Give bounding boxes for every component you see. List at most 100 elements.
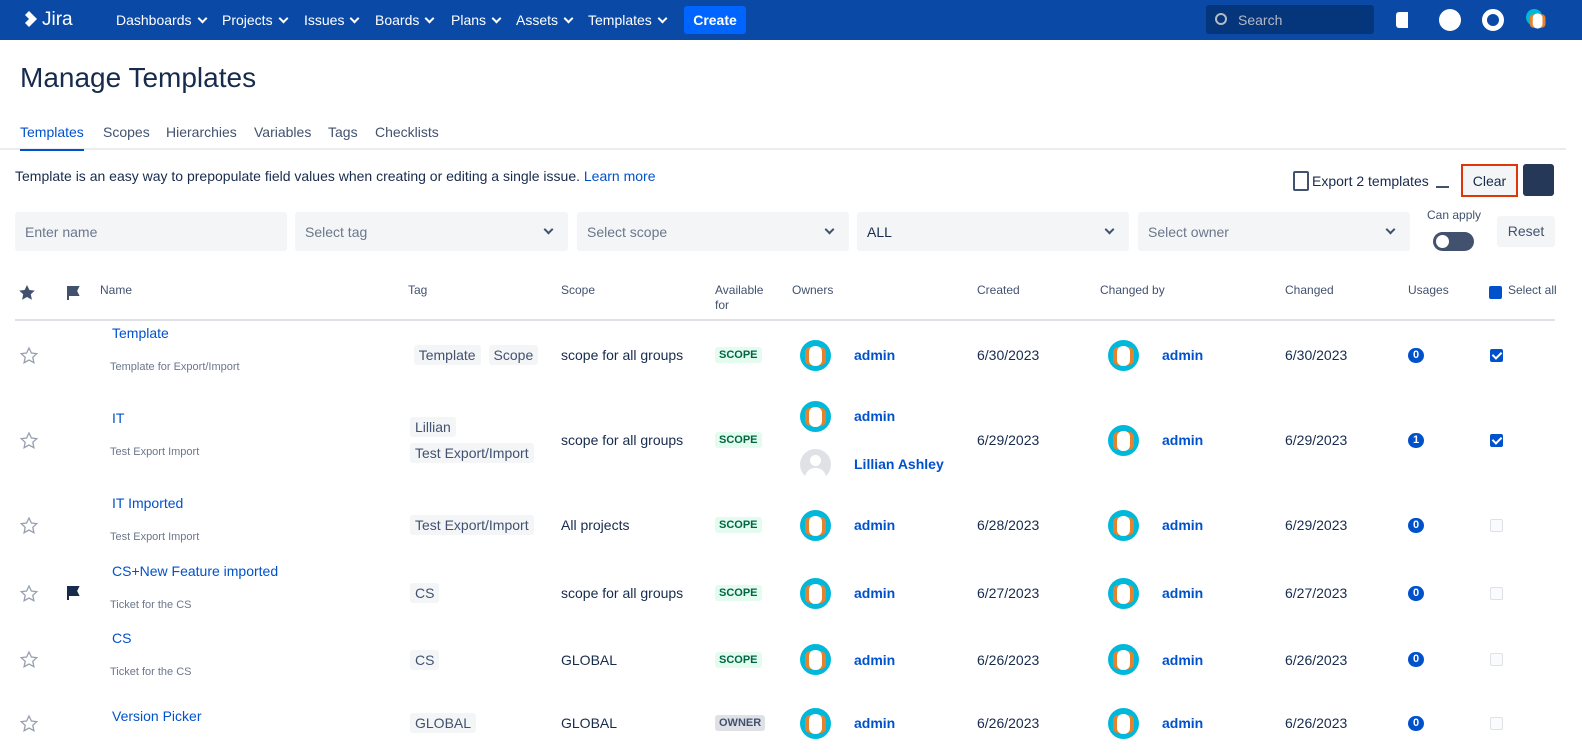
help-icon[interactable] [1439, 9, 1461, 31]
tab[interactable]: Templates [20, 124, 84, 151]
usages-badge[interactable]: 0 [1408, 517, 1424, 533]
share-button[interactable] [1523, 164, 1554, 196]
nav-item[interactable]: Issues [304, 12, 358, 28]
available-filter[interactable]: ALL [857, 212, 1129, 251]
usages-badge[interactable]: 0 [1408, 347, 1424, 363]
download-icon[interactable] [1436, 186, 1449, 188]
column-header[interactable]: Scope [561, 283, 596, 297]
column-header[interactable]: Tag [408, 283, 428, 297]
changed-by: admin [1108, 636, 1278, 684]
available-cell: SCOPE [715, 560, 785, 626]
scope-filter[interactable]: Select scope [577, 212, 849, 251]
can-apply-toggle[interactable] [1433, 232, 1474, 251]
usages-cell: 1 [1408, 390, 1448, 490]
search-icon [1215, 13, 1227, 25]
tab-divider [0, 148, 1566, 150]
column-header[interactable]: Changed by [1100, 283, 1165, 297]
owner-name[interactable]: admin [854, 585, 896, 601]
profile-avatar[interactable] [1526, 9, 1543, 29]
tab[interactable]: Tags [328, 124, 358, 140]
available-lozenge: SCOPE [715, 651, 762, 668]
nav-item[interactable]: Dashboards [116, 12, 206, 28]
star-header-icon[interactable] [18, 284, 36, 301]
changed-date: 6/27/2023 [1285, 585, 1348, 601]
column-header[interactable]: Changed [1285, 283, 1334, 297]
changed-by-name[interactable]: admin [1162, 517, 1204, 533]
template-name[interactable]: Template [112, 325, 169, 341]
owner-name[interactable]: admin [854, 347, 896, 363]
usages-badge[interactable]: 1 [1408, 432, 1424, 448]
column-header[interactable]: Owners [792, 283, 834, 297]
owner-name[interactable]: admin [854, 408, 896, 424]
flag-header-icon[interactable] [66, 285, 80, 301]
star-icon[interactable] [20, 431, 38, 449]
usages-badge[interactable]: 0 [1408, 715, 1424, 731]
changed-by-name[interactable]: admin [1162, 432, 1204, 448]
star-icon[interactable] [20, 714, 38, 732]
usages-badge[interactable]: 0 [1408, 585, 1424, 601]
tab[interactable]: Checklists [375, 124, 439, 140]
column-header[interactable]: Name [100, 283, 133, 297]
column-header[interactable]: Select all [1508, 283, 1557, 297]
reset-button[interactable]: Reset [1497, 216, 1555, 247]
template-name[interactable]: CS [112, 629, 132, 646]
template-description: Test Export Import [110, 446, 200, 458]
created-cell: 6/29/2023 [977, 390, 1127, 490]
star-icon[interactable] [20, 516, 38, 534]
template-name[interactable]: IT [112, 410, 125, 426]
column-header[interactable]: Usages [1408, 283, 1449, 297]
owner-name[interactable]: admin [854, 715, 896, 731]
row-checkbox[interactable] [1490, 653, 1503, 666]
owner-avatar [800, 577, 831, 609]
star-icon[interactable] [20, 584, 38, 602]
owner-filter[interactable]: Select owner [1138, 212, 1410, 251]
tab[interactable]: Hierarchies [166, 124, 237, 140]
template-name[interactable]: IT Imported [112, 495, 184, 511]
tab[interactable]: Variables [254, 124, 312, 140]
row-checkbox[interactable] [1490, 518, 1503, 532]
column-header[interactable]: Created [977, 283, 1020, 297]
row-checkbox[interactable] [1490, 348, 1503, 362]
row-checkbox[interactable] [1490, 586, 1503, 600]
star-icon[interactable] [20, 651, 38, 668]
select-cell [1490, 490, 1510, 560]
changed-by-name[interactable]: admin [1162, 651, 1204, 668]
changed-by-name[interactable]: admin [1162, 585, 1204, 601]
star-cell [20, 560, 40, 626]
notification-icon[interactable] [1396, 12, 1416, 28]
star-cell [20, 490, 40, 560]
nav-item[interactable]: Templates [588, 12, 666, 28]
flag-icon[interactable] [66, 585, 80, 601]
template-name[interactable]: CS+New Feature imported [112, 563, 279, 579]
owner-name[interactable]: Lillian Ashley [854, 456, 944, 472]
nav-item[interactable]: Boards [375, 12, 433, 28]
nav-item[interactable]: Plans [451, 12, 500, 28]
export-button[interactable]: Export 2 templates [1312, 173, 1429, 189]
changed-by-name[interactable]: admin [1162, 715, 1204, 731]
usages-badge[interactable]: 0 [1408, 652, 1424, 667]
changed-by-name[interactable]: admin [1162, 347, 1204, 363]
owner-name[interactable]: admin [854, 517, 896, 533]
tag-filter[interactable]: Select tag [295, 212, 568, 251]
column-header[interactable]: Available for [715, 283, 764, 312]
search-box[interactable]: Search [1206, 5, 1374, 34]
row-checkbox[interactable] [1490, 433, 1503, 447]
name-filter[interactable]: Enter name [15, 212, 287, 251]
clear-button[interactable]: Clear [1461, 164, 1518, 197]
template-name[interactable]: Version Picker [112, 708, 202, 724]
star-icon[interactable] [20, 346, 38, 364]
create-button[interactable]: Create [684, 6, 746, 34]
name-cell: Version Picker [110, 693, 400, 753]
scope-cell: GLOBAL [561, 693, 711, 753]
table-row: Version Picker GLOBAL GLOBAL OWNER admin 6/26… [0, 693, 1566, 753]
table-row: IT Imported Test Export Import Test Export… [0, 490, 1566, 560]
logo-text[interactable]: Jira [42, 9, 73, 30]
owner-name[interactable]: admin [854, 651, 896, 668]
row-checkbox[interactable] [1490, 716, 1503, 730]
settings-icon[interactable] [1482, 9, 1504, 31]
tab[interactable]: Scopes [103, 124, 150, 140]
learn-more-link[interactable]: Learn more [583, 168, 656, 184]
nav-item[interactable]: Assets [516, 12, 572, 28]
nav-item[interactable]: Projects [222, 12, 287, 28]
select-all-checkbox[interactable] [1489, 286, 1502, 299]
